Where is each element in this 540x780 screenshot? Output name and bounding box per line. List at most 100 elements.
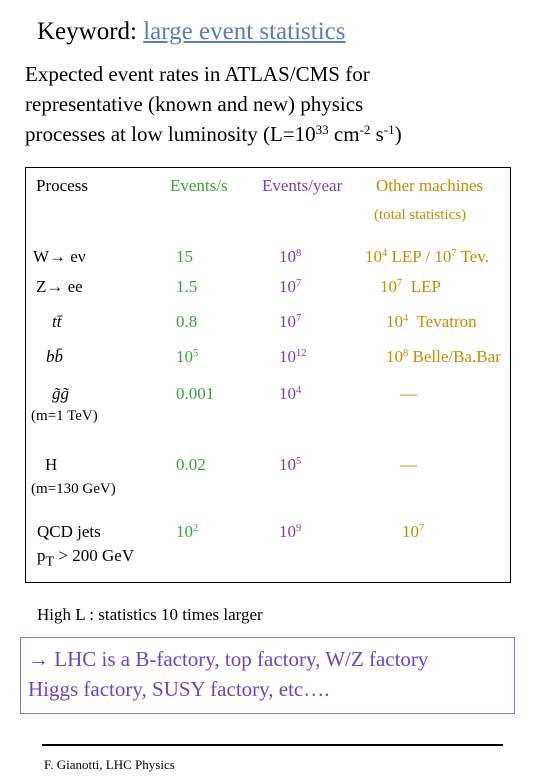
table-header: Other machines — [376, 176, 484, 195]
text-segment: 10 — [279, 277, 296, 296]
text-segment: Expected event rates in ATLAS/CMS for — [25, 62, 370, 86]
superscript: -2 — [359, 121, 371, 137]
value-cell: 0.02 — [176, 455, 206, 475]
process-cell: QCD jets — [37, 522, 101, 542]
callout-line: Higgs factory, SUSY factory, etc…. — [28, 677, 330, 701]
other-cell: — — [400, 384, 417, 404]
process-cell: pT > 200 GeV — [37, 546, 134, 570]
superscript: 2 — [193, 523, 199, 535]
superscript: 5 — [296, 456, 302, 468]
text-segment: 10 — [279, 455, 296, 474]
value-cell: 0.001 — [176, 384, 214, 404]
text-segment: 15 — [176, 247, 193, 266]
text-segment: Belle/Ba.Bar — [408, 347, 501, 366]
superscript: 7 — [451, 248, 457, 260]
text-segment: 10 — [279, 247, 296, 266]
text-segment: 10 — [279, 522, 296, 541]
table-header: Process — [36, 176, 88, 195]
process-cell: Z→ ee — [36, 277, 83, 297]
footer-rule — [42, 744, 503, 746]
process-note: (m=1 TeV) — [31, 408, 98, 424]
text-segment: p — [37, 546, 46, 565]
highlight-text: High L : statistics 10 times larger — [37, 605, 263, 624]
process-cell: bb̄ — [46, 347, 63, 367]
superscript: -1 — [383, 121, 395, 137]
text-segment: — — [400, 455, 417, 474]
text-segment: cm — [328, 122, 360, 146]
value-cell: 107 — [279, 312, 301, 332]
footer: F. Gianotti, LHC Physics — [44, 757, 175, 772]
text-segment: 10 — [380, 277, 397, 296]
keyword: large event statistics — [143, 18, 346, 45]
superscript: 7 — [419, 523, 425, 535]
value-cell: 15 — [176, 247, 193, 267]
superscript: 33 — [315, 121, 329, 137]
text-segment: LEP / 10 — [387, 247, 452, 266]
text-segment: g̃g̃ — [52, 384, 69, 403]
superscript: 9 — [296, 523, 302, 535]
text-segment: tt̄ — [52, 312, 62, 331]
intro-line: Expected event rates in ATLAS/CMS for — [25, 62, 370, 87]
intro-line: processes at low luminosity (L=1033 cm-2… — [25, 122, 402, 147]
text-segment: > 200 GeV — [54, 546, 135, 565]
value-cell: 105 — [176, 347, 198, 367]
text-segment: Tev. — [456, 247, 489, 266]
value-cell: 107 — [279, 277, 301, 297]
superscript: 7 — [397, 278, 403, 290]
process-cell: W→ eν — [33, 247, 86, 267]
superscript: 7 — [296, 278, 302, 290]
text-segment: ) — [394, 122, 402, 146]
title-label: Keyword: — [37, 18, 144, 45]
callout-box — [20, 637, 515, 714]
superscript: 12 — [296, 348, 307, 360]
superscript: 5 — [193, 348, 199, 360]
text-segment: 10 — [279, 384, 296, 403]
value-cell: 1012 — [279, 347, 307, 367]
text-segment: 10 — [279, 347, 296, 366]
table-frame — [25, 167, 511, 583]
superscript: 8 — [403, 348, 409, 360]
text-segment: 10 — [176, 522, 193, 541]
process-cell: g̃g̃ — [52, 384, 69, 404]
text-segment: 10 — [279, 312, 296, 331]
text-segment: 0.001 — [176, 384, 215, 403]
text-segment: H — [45, 455, 58, 474]
text-segment: 10 — [386, 347, 403, 366]
other-cell: 104 Tevatron — [386, 312, 477, 332]
text-segment: 0.8 — [176, 312, 198, 331]
value-cell: 102 — [176, 522, 198, 542]
text-segment: 10 — [402, 522, 419, 541]
other-cell: 108 Belle/Ba.Bar — [386, 347, 501, 367]
process-note: (m=130 GeV) — [31, 481, 116, 497]
text-segment: representative (known and new) physics — [25, 92, 364, 116]
text-segment: Z→ ee — [36, 277, 83, 296]
superscript: 8 — [296, 248, 302, 260]
value-cell: 1.5 — [176, 277, 197, 297]
superscript: 4 — [296, 385, 302, 397]
callout-line: → LHC is a B-factory, top factory, W/Z f… — [28, 647, 429, 671]
text-segment: 1.5 — [176, 277, 198, 296]
text-segment: W→ eν — [33, 247, 86, 266]
other-cell: 107 — [402, 522, 424, 542]
other-cell: — — [400, 455, 417, 475]
other-cell: 107 LEP — [380, 277, 441, 297]
intro-line: representative (known and new) physics — [25, 92, 363, 117]
text-segment: 10 — [386, 312, 403, 331]
text-segment: Tevatron — [408, 312, 477, 331]
superscript: 4 — [382, 248, 388, 260]
subscript: T — [45, 553, 55, 570]
process-cell: tt̄ — [52, 312, 61, 332]
text-segment: 10 — [176, 347, 193, 366]
table-header: Events/year — [262, 176, 343, 195]
superscript: 4 — [403, 313, 409, 325]
table-header: Events/s — [170, 176, 228, 195]
text-segment: s — [370, 122, 384, 146]
value-cell: 105 — [279, 455, 301, 475]
slide-title: Keyword: large event statistics — [37, 18, 346, 46]
value-cell: 0.8 — [176, 312, 197, 332]
text-segment: LEP — [402, 277, 441, 296]
value-cell: 109 — [279, 522, 301, 542]
value-cell: 104 — [279, 384, 301, 404]
table-subheader: (total statistics) — [374, 207, 467, 223]
